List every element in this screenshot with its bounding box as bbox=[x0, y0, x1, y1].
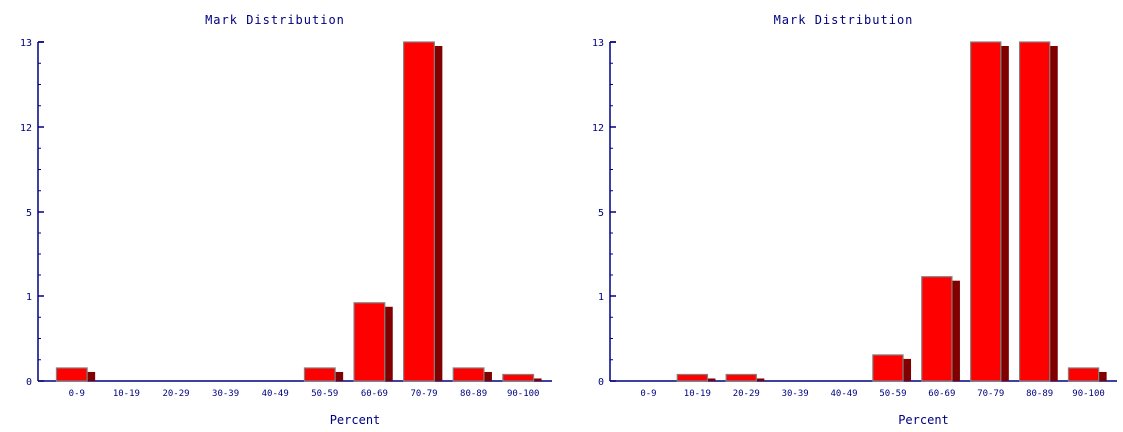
x-tick-label: 10-19 bbox=[684, 389, 711, 399]
x-tick-label: 20-29 bbox=[162, 389, 189, 399]
bar-50-59[interactable] bbox=[303, 367, 336, 382]
y-tick-label: 13 bbox=[592, 38, 604, 49]
x-tick-label: 40-49 bbox=[262, 389, 289, 399]
x-tick-label: 50-59 bbox=[879, 389, 906, 399]
bar-80-89[interactable] bbox=[1018, 41, 1051, 382]
bar-0-9[interactable] bbox=[55, 367, 88, 382]
x-tick-label: 50-59 bbox=[311, 389, 338, 399]
bar-10-19[interactable] bbox=[676, 373, 709, 382]
chart-title: Mark Distribution bbox=[774, 13, 914, 27]
y-tick-label: 13 bbox=[20, 38, 32, 49]
y-tick-label: 12 bbox=[20, 123, 32, 134]
x-tick-label: 0-9 bbox=[640, 389, 656, 399]
x-tick-label: 10-19 bbox=[113, 389, 140, 399]
x-tick-label: 80-89 bbox=[1026, 389, 1053, 399]
chart-panel-1: Mark Distribution 13 12 5 1 0 0-9 10-19 20-29 30-… bbox=[20, 13, 552, 427]
y-tick-label: 1 bbox=[26, 292, 32, 303]
bar-20-29[interactable] bbox=[725, 373, 757, 382]
x-tick-label: 40-49 bbox=[831, 389, 858, 399]
x-tick-label: 30-39 bbox=[782, 389, 809, 399]
chart-panel-2: Mark Distribution 13 12 5 1 0 0-9 10-19 20-29 30-… bbox=[592, 13, 1117, 427]
x-tick-label: 70-79 bbox=[410, 389, 437, 399]
x-axis-label: Percent bbox=[898, 413, 949, 427]
x-tick-label: 70-79 bbox=[977, 389, 1004, 399]
y-tick-label: 12 bbox=[592, 123, 604, 134]
y-tick-label: 1 bbox=[598, 292, 604, 303]
y-tick-label: 0 bbox=[26, 377, 32, 388]
y-tick-label: 0 bbox=[598, 377, 604, 388]
bar-90-100[interactable] bbox=[502, 373, 535, 382]
bar-90-100[interactable] bbox=[1067, 367, 1100, 382]
bar-70-79[interactable] bbox=[970, 41, 1002, 382]
bar-80-89[interactable] bbox=[452, 367, 485, 382]
bar-50-59[interactable] bbox=[872, 354, 904, 382]
x-tick-label: 90-100 bbox=[507, 389, 540, 399]
bar-60-69[interactable] bbox=[353, 302, 386, 382]
x-tick-label: 80-89 bbox=[460, 389, 487, 399]
x-tick-label: 20-29 bbox=[733, 389, 760, 399]
x-tick-label: 90-100 bbox=[1072, 389, 1105, 399]
x-axis-label: Percent bbox=[330, 413, 381, 427]
bar-70-79[interactable] bbox=[403, 41, 435, 382]
y-tick-label: 5 bbox=[26, 208, 32, 219]
x-tick-label: 60-69 bbox=[928, 389, 955, 399]
bar-60-69[interactable] bbox=[921, 276, 953, 382]
chart-title: Mark Distribution bbox=[205, 13, 345, 27]
x-tick-label: 30-39 bbox=[212, 389, 239, 399]
x-tick-label: 0-9 bbox=[69, 389, 85, 399]
x-tick-label: 60-69 bbox=[361, 389, 388, 399]
y-tick-label: 5 bbox=[598, 208, 604, 219]
